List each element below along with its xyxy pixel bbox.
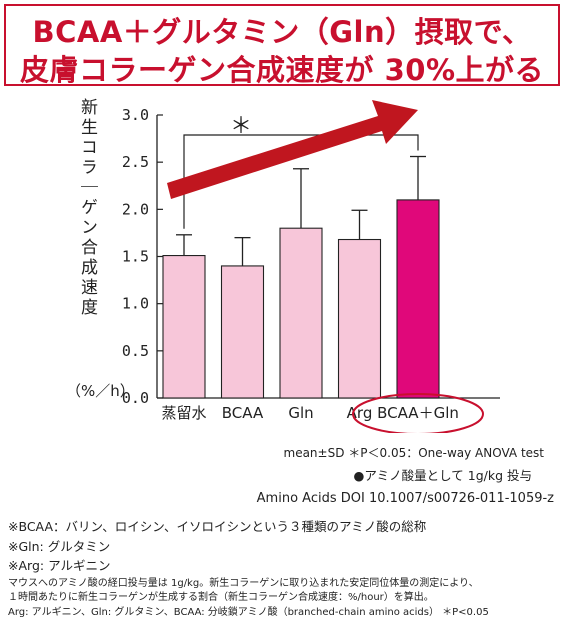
headline-line-2: 皮膚コラーゲン合成速度が 30%上がる: [19, 53, 544, 87]
stats-note: mean±SD ＊P＜0.05：One-way ANOVA test: [283, 446, 545, 460]
y-tick-label: 1.0: [122, 295, 149, 313]
headline-banner: BCAA＋グルタミン（Gln）摂取で、 皮膚コラーゲン合成速度が 30%上がる: [4, 4, 560, 87]
trend-arrow: [167, 100, 418, 199]
y-tick-label: 1.5: [122, 248, 149, 266]
headline-line-1: BCAA＋グルタミン（Gln）摂取で、: [32, 15, 532, 49]
y-tick-label: 2.5: [122, 153, 149, 171]
x-tick-label: Gln: [288, 404, 313, 422]
y-tick-label: 0.5: [122, 342, 149, 360]
y-tick-label: 0.0: [122, 389, 149, 407]
x-tick-label: BCAA＋Gln: [377, 404, 459, 422]
bar: [337, 238, 382, 399]
y-axis-unit: （%／h）: [66, 382, 135, 400]
y-tick-label: 2.0: [122, 200, 149, 218]
bar: [162, 255, 206, 399]
abbrev-note: Arg: アルギニン、Gln: グルタミン、BCAA: 分岐鎖アミノ酸（bran…: [8, 607, 489, 618]
doi-citation: Amino Acids DOI 10.1007/s00726-011-1059-…: [256, 491, 554, 506]
footnote-bcaa: ※BCAA：バリン、ロイシン、イソロイシンという３種類のアミノ酸の総称: [8, 519, 427, 534]
significance-marker: ＊: [230, 114, 252, 139]
bar: [220, 265, 265, 399]
method-note-2: １時間あたりに新生コラーゲンが生成する割合（新生コラーゲン合成速度：%/hour…: [8, 592, 434, 603]
method-note-1: マウスへのアミノ酸の経口投与量は 1g/kg。新生コラーゲンに取り込まれた安定同…: [8, 578, 479, 589]
highlight-ellipse: [352, 393, 484, 433]
bar: [396, 199, 440, 399]
x-tick-label: BCAA: [222, 404, 264, 422]
x-tick-label: 蒸留水: [161, 404, 206, 422]
bar: [279, 227, 323, 399]
dose-note: ●アミノ酸量として 1g/kg 投与: [353, 468, 532, 483]
bar-chart: 0.0 0.5 1.0 1.5 2.0 2.5 3.0 蒸留水 BCAA Gln Arg BCAA＋G…: [122, 100, 500, 433]
x-tick-label: Arg: [347, 404, 373, 422]
y-axis-label: 新生コラ｜ゲン合成速度: [77, 98, 97, 318]
footnote-gln: ※Gln: グルタミン: [8, 539, 111, 554]
y-tick-label: 3.0: [122, 106, 149, 124]
footnote-arg: ※Arg: アルギニン: [8, 558, 111, 573]
